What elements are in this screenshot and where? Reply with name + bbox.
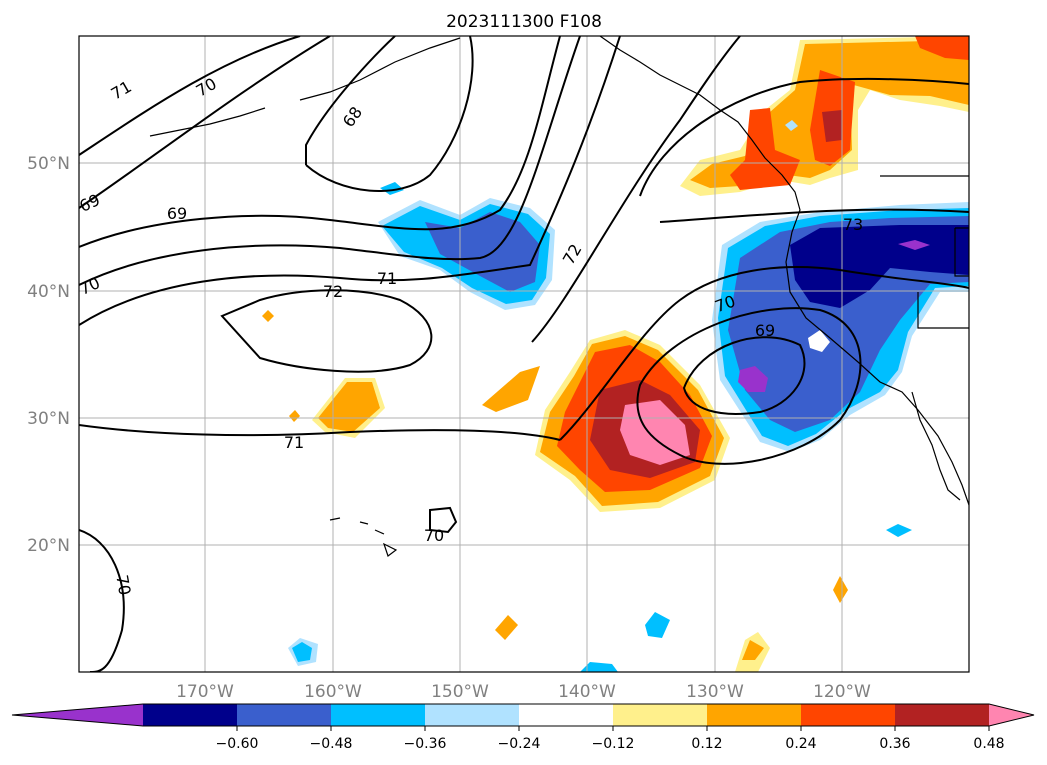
contour-72-east (531, 36, 741, 343)
lat-label: 50°N (27, 154, 70, 174)
negative-anomaly-coast-min-a (738, 366, 768, 392)
lon-label: 120°W (813, 682, 871, 702)
positive-anomaly-nw-red-b (730, 108, 800, 190)
positive-anomaly-south-max (620, 400, 690, 465)
contour-label: 69 (755, 321, 775, 340)
contour-label: 70 (76, 273, 102, 299)
colorbar-tick-label: 0.36 (879, 736, 910, 752)
north-america-coastline (599, 36, 969, 506)
negative-anomaly-coast-gap (808, 330, 830, 352)
colorbar-extend-low (12, 704, 143, 726)
colorbar-segment (895, 704, 990, 726)
map-area: 71 70 68 69 69 70 72 71 72 71 70 69 73 7… (76, 36, 969, 672)
positive-anomaly-small-e (495, 615, 518, 640)
contour-71 (79, 36, 621, 326)
negative-anomaly-small-a (292, 642, 312, 662)
colorbar-segment (237, 704, 332, 726)
lon-label: 170°W (176, 682, 234, 702)
colorbar-tick-label: −0.48 (310, 736, 353, 752)
colorbar-segment (707, 704, 802, 726)
contour-70 (79, 36, 581, 286)
latitude-labels: 50°N 40°N 30°N 20°N (27, 154, 70, 556)
colorbar-tick-label: 0.12 (691, 736, 722, 752)
contour-label: 70 (424, 526, 444, 545)
colorbar-tick-label: −0.36 (404, 736, 447, 752)
lon-label: 130°W (686, 682, 744, 702)
colorbar-tick-label: −0.24 (498, 736, 541, 752)
contour-71-north (79, 36, 301, 156)
longitude-labels: 170°W 160°W 150°W 140°W 130°W 120°W (176, 682, 871, 702)
colorbar-segment (143, 704, 238, 726)
colorbar-segment (519, 704, 614, 726)
colorbar-extend-high (989, 704, 1034, 726)
contour-68 (305, 36, 474, 192)
lat-label: 30°N (27, 409, 70, 429)
positive-anomaly-small-g (833, 576, 848, 603)
positive-anomaly-small-b (482, 366, 540, 412)
contour-71-arc (559, 266, 969, 441)
colorbar-segment (613, 704, 708, 726)
contour-70-southwest (79, 529, 125, 672)
contour-73 (659, 208, 969, 223)
lon-label: 150°W (431, 682, 489, 702)
contour-label: 73 (843, 215, 863, 234)
western-aleutians (149, 107, 266, 137)
state-border-east (954, 227, 969, 277)
contour-70-north (79, 36, 331, 209)
negative-anomaly-central-core (425, 212, 540, 292)
lon-label: 160°W (304, 682, 362, 702)
figure-title: 2023111300 F108 (446, 12, 602, 32)
hawaiian-islands (329, 517, 398, 557)
positive-anomaly-nw-darkred (822, 110, 842, 142)
lat-label: 20°N (27, 536, 70, 556)
contour-label: 70 (112, 573, 134, 596)
lon-label: 140°W (558, 682, 616, 702)
negative-anomaly-coast-min-b (898, 240, 930, 250)
positive-anomaly-small-f (742, 640, 764, 660)
positive-anomaly-nw-red-c (915, 36, 969, 60)
positive-anomaly-small-d (289, 410, 300, 422)
contour-70-small (429, 506, 458, 534)
contour-73-north (639, 77, 969, 197)
contour-label: 72 (323, 282, 343, 301)
aleutian-islands (299, 37, 461, 101)
contour-label: 71 (377, 269, 397, 288)
colorbar-tick-label: −0.12 (592, 736, 635, 752)
baja-california-coastline (911, 391, 961, 501)
state-border (917, 292, 969, 329)
negative-anomaly-small-d (886, 524, 912, 537)
colorbar-segment (425, 704, 520, 726)
colorbar-tick-label: −0.60 (216, 736, 259, 752)
gridlines (79, 36, 969, 672)
contour-label: 69 (167, 204, 187, 223)
colorbar: −0.60 −0.48 −0.36 −0.24 −0.12 0.12 0.24 0.36 0.4… (11, 703, 1035, 752)
negative-anomaly-small-e (785, 120, 798, 131)
coastlines (149, 36, 969, 557)
contour-70-low (636, 307, 862, 465)
positive-anomaly-small-c (262, 310, 274, 322)
contour-69 (79, 36, 561, 248)
colorbar-segment (801, 704, 896, 726)
colorbar-tick-label: 0.48 (973, 736, 1004, 752)
contour-71-south (79, 424, 561, 441)
map-frame (78, 35, 970, 673)
negative-anomaly-small-b (645, 612, 670, 638)
colorbar-segment (331, 704, 426, 726)
contour-label: 69 (76, 190, 102, 216)
colorbar-outline (11, 703, 1035, 727)
lat-label: 40°N (27, 282, 70, 302)
contour-69-low (682, 336, 806, 415)
negative-anomaly-small-c (580, 662, 618, 672)
contour-label: 71 (284, 433, 304, 452)
height-contours (79, 36, 969, 672)
contour-72-closed (220, 289, 433, 373)
colorbar-tick-label: 0.24 (785, 736, 816, 752)
negative-anomaly-coast-core (728, 216, 969, 432)
